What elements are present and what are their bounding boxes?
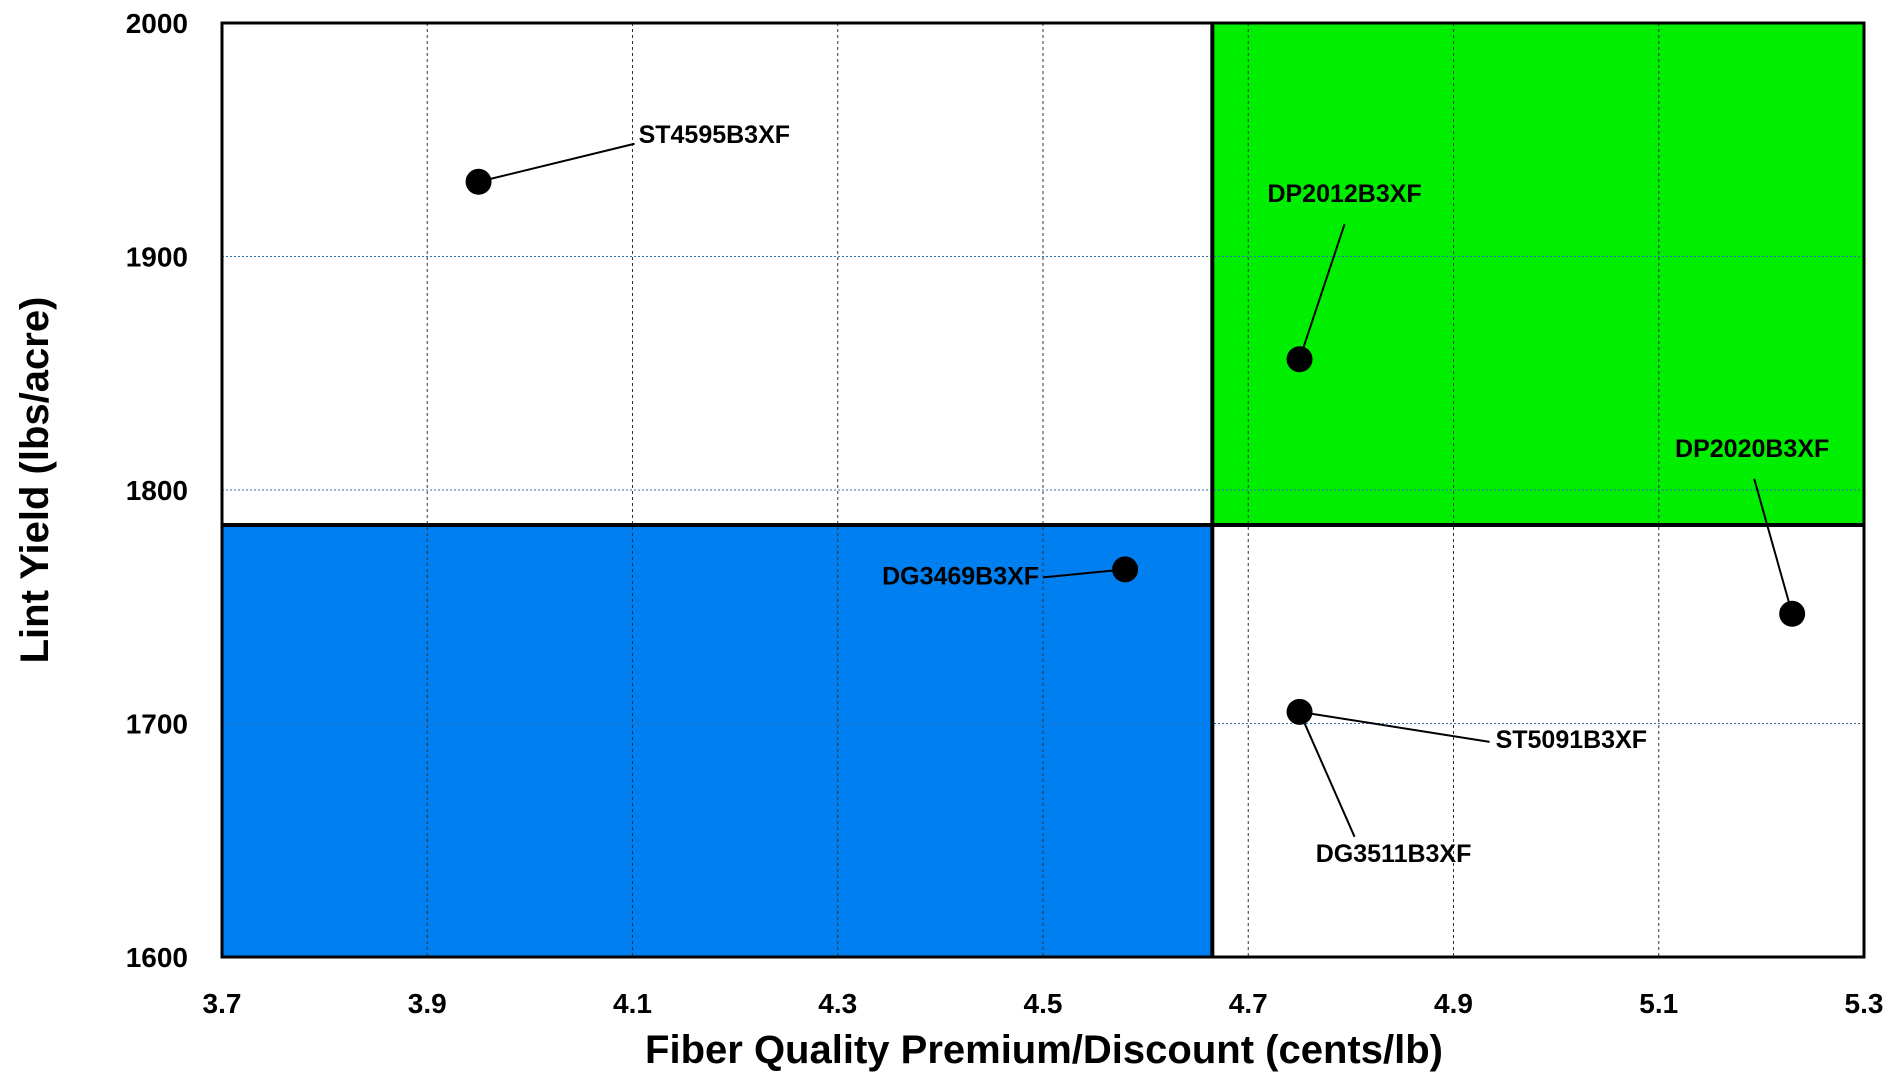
x-tick-label: 5.1 xyxy=(1639,988,1678,1019)
x-tick-label: 3.9 xyxy=(408,988,447,1019)
data-label: DG3469B3XF xyxy=(882,562,1039,590)
data-label: ST5091B3XF xyxy=(1496,726,1647,754)
data-point xyxy=(1286,698,1313,725)
x-tick-label: 4.3 xyxy=(818,988,857,1019)
data-point xyxy=(465,168,492,195)
x-tick-label: 4.7 xyxy=(1229,988,1268,1019)
x-axis-ticks: 3.7 3.9 4.1 4.3 4.5 4.7 4.9 5.1 5.3 xyxy=(203,988,1884,1019)
leader-line xyxy=(1298,711,1356,838)
leader-line xyxy=(1298,223,1346,360)
quadrant-high-quality-high-yield xyxy=(1212,23,1864,526)
data-labels: ST4595B3XF DP2012B3XF DP2020B3XF DG3469B3XF… xyxy=(639,121,1830,868)
plot-area-frame xyxy=(220,21,1866,959)
y-axis-ticks: 1600 1700 1800 1900 2000 xyxy=(126,8,188,973)
y-tick-label: 2000 xyxy=(126,8,188,39)
data-label: DP2012B3XF xyxy=(1267,180,1421,208)
y-tick-label: 1600 xyxy=(126,942,188,973)
data-label: DG3511B3XF xyxy=(1316,840,1472,868)
x-tick-label: 4.9 xyxy=(1434,988,1473,1019)
y-tick-label: 1900 xyxy=(126,242,188,273)
quadrant-regions xyxy=(222,23,1864,957)
leader-line xyxy=(1753,478,1794,615)
data-label: ST4595B3XF xyxy=(639,121,790,149)
data-points xyxy=(465,168,1806,725)
y-tick-label: 1700 xyxy=(126,709,188,740)
x-axis-title: Fiber Quality Premium/Discount (cents/lb… xyxy=(645,1028,1443,1072)
data-label: DP2020B3XF xyxy=(1675,435,1829,463)
x-tick-label: 5.3 xyxy=(1845,988,1884,1019)
quadrant-low-quality-low-yield xyxy=(222,525,1213,957)
y-tick-label: 1800 xyxy=(126,475,188,506)
gridlines xyxy=(222,23,1864,957)
x-tick-label: 4.1 xyxy=(613,988,652,1019)
quadrant-dividers xyxy=(222,23,1864,957)
data-point xyxy=(1112,556,1139,583)
data-point xyxy=(1779,600,1806,627)
leader-line xyxy=(478,142,635,183)
data-point xyxy=(1286,346,1313,373)
x-tick-label: 4.5 xyxy=(1024,988,1063,1019)
label-leader-lines xyxy=(478,142,1794,838)
y-axis-title: Lint Yield (lbs/acre) xyxy=(13,297,57,664)
leader-line xyxy=(1299,710,1490,743)
leader-line xyxy=(1043,568,1126,579)
x-tick-label: 3.7 xyxy=(203,988,242,1019)
